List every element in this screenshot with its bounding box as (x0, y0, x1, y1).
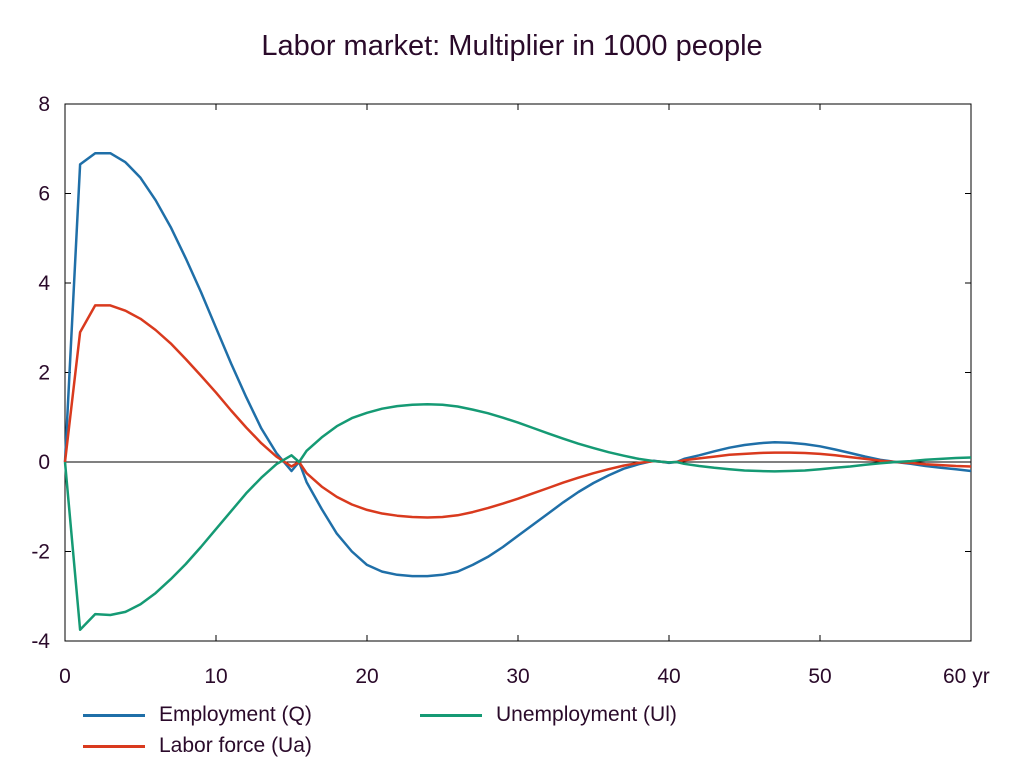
legend-item-unemployment: Unemployment (Ul) (420, 703, 677, 727)
legend-label-unemployment: Unemployment (Ul) (496, 703, 677, 726)
plot-frame (64, 103, 972, 642)
series-line-labor-force-ua (63, 304, 972, 519)
legend-item-employment: Employment (Q) (83, 703, 312, 727)
x-tick-label: 30 (506, 665, 529, 688)
y-tick-label: 4 (38, 272, 50, 295)
legend-item-labor-force: Labor force (Ua) (83, 734, 312, 758)
legend-label-labor-force: Labor force (Ua) (159, 734, 312, 757)
x-tick-label: 60 yr (943, 665, 990, 688)
series-line-unemployment-ul (63, 403, 972, 632)
y-tick-label: 0 (38, 451, 50, 474)
y-tick-label: 2 (38, 362, 50, 385)
y-tick-label: -4 (31, 630, 50, 653)
legend-swatch-unemployment (420, 713, 482, 717)
legend-label-employment: Employment (Q) (159, 703, 312, 726)
x-tick-label: 50 (808, 665, 831, 688)
x-tick-label: 40 (657, 665, 680, 688)
y-tick-label: -2 (31, 541, 50, 564)
x-tick-label: 0 (59, 665, 71, 688)
chart-title: Labor market: Multiplier in 1000 people (261, 30, 763, 62)
x-tick-label: 20 (355, 665, 378, 688)
x-tick-label: 10 (204, 665, 227, 688)
y-tick-label: 8 (38, 93, 50, 116)
y-tick-label: 6 (38, 183, 50, 206)
series-line-employment-q (63, 151, 972, 578)
series-lines (63, 151, 972, 632)
axis-ticks (64, 103, 972, 642)
legend-swatch-employment (83, 713, 145, 717)
axis-tick-labels: 0 10 20 30 40 50 60 yr -4 -2 0 2 4 6 8 (31, 93, 989, 688)
legend-swatch-labor-force (83, 744, 145, 748)
